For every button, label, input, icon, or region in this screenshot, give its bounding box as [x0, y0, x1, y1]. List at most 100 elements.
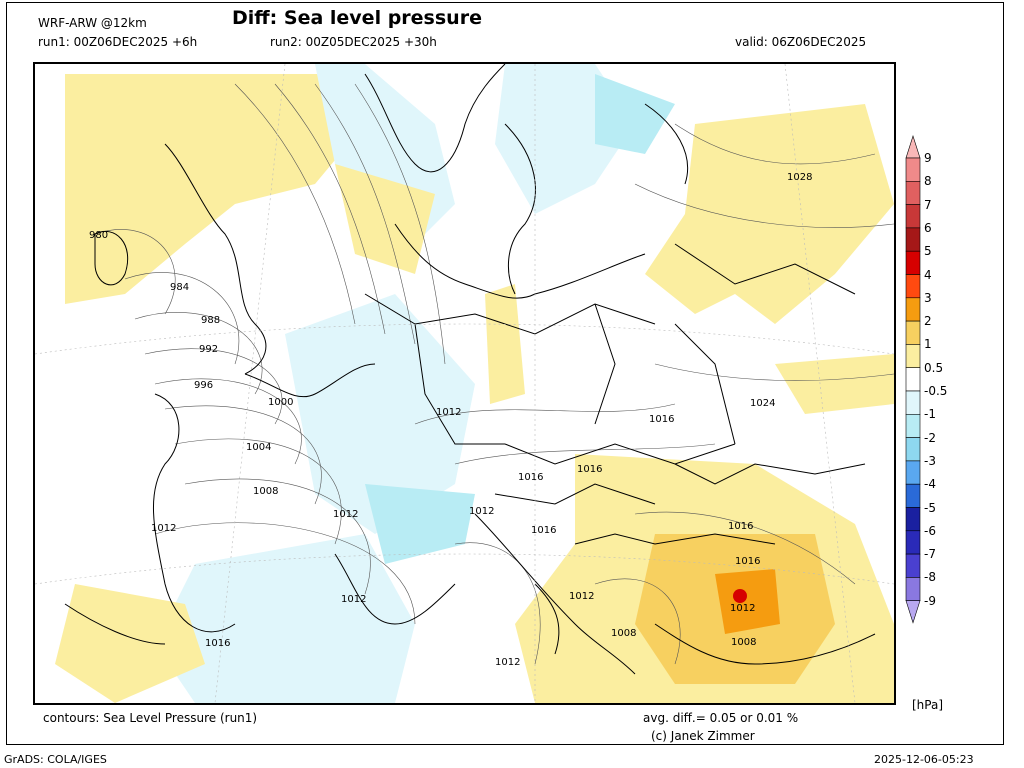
- isobar-line: [414, 403, 676, 425]
- isobar-labels: 980 984 988 992 996 1000 1004 1008 1012 …: [89, 172, 812, 668]
- plot-frame: [6, 2, 1004, 745]
- positive-diff-area: [55, 584, 205, 703]
- isobar-line: [274, 83, 386, 335]
- isobar-label: 1004: [246, 442, 271, 453]
- positive-diff-area: [715, 569, 780, 634]
- isobar-label: 1024: [750, 398, 775, 409]
- coastline: [534, 583, 560, 655]
- coastline: [64, 603, 166, 645]
- map-canvas: 980 984 988 992 996 1000 1004 1008 1012 …: [35, 64, 894, 703]
- negative-diff-area: [155, 534, 415, 703]
- coastline: [394, 223, 646, 299]
- negative-diff-area: [595, 74, 675, 154]
- coastline: [244, 363, 376, 398]
- border: [574, 533, 776, 545]
- isobar-label: 1012: [341, 594, 366, 605]
- coastlines: [64, 64, 876, 675]
- border: [674, 323, 736, 445]
- isobar-label: 1008: [731, 637, 756, 648]
- negative-diff-area: [365, 484, 475, 564]
- colorbar-swatch: [905, 460, 921, 485]
- isobar-line: [314, 83, 416, 345]
- isobar-label: 1012: [151, 523, 176, 534]
- isobar-label: 1008: [611, 628, 636, 639]
- border: [414, 323, 505, 445]
- grads-label: GrADS: COLA/IGES: [4, 753, 107, 766]
- isobar-line: [594, 578, 681, 665]
- isobar-line: [674, 123, 876, 165]
- isobar-label: 1008: [253, 486, 278, 497]
- isobar-line: [174, 438, 342, 545]
- border: [504, 443, 736, 465]
- run1-label: run1: 00Z06DEC2025 +6h: [38, 35, 198, 49]
- colorbar-tick-label: 6: [924, 220, 932, 235]
- border: [674, 243, 856, 295]
- colorbar-swatch: [905, 577, 921, 601]
- colorbar-swatch: [905, 204, 921, 229]
- colorbar-swatch: [905, 483, 921, 508]
- isobar-label: 980: [89, 230, 108, 241]
- isobar-label: 1016: [728, 521, 753, 532]
- model-label: WRF-ARW @12km: [38, 16, 147, 30]
- colorbar-swatch: [905, 367, 921, 392]
- colorbar-swatch: [905, 413, 921, 438]
- positive-diff-area: [335, 164, 435, 274]
- colorbar-tick-label: -4: [924, 477, 936, 492]
- colorbar-swatch: [905, 320, 921, 345]
- colorbar-swatch: [905, 507, 921, 532]
- isobar-label: 992: [199, 344, 218, 355]
- isobar-label: 1016: [577, 464, 602, 475]
- colorbar-tick-label: 9: [924, 151, 932, 165]
- colorbar: [905, 135, 921, 624]
- isobar-line: [144, 348, 283, 425]
- positive-diff-area: [645, 104, 894, 324]
- isobar-label: 1012: [569, 591, 594, 602]
- run2-label: run2: 00Z05DEC2025 +30h: [270, 35, 437, 49]
- colorbar-swatch: [905, 344, 921, 368]
- colorbar-swatch: [905, 227, 921, 252]
- colorbar-swatch: [905, 390, 921, 415]
- colorbar-tick-label: 4: [924, 267, 932, 282]
- isobar-label: 988: [201, 315, 220, 326]
- border: [494, 483, 656, 505]
- colorbar-arrow-top: [905, 135, 921, 159]
- negative-diff-area: [285, 294, 475, 534]
- isobar-label: 1012: [436, 407, 461, 418]
- positive-diff-area: [485, 284, 525, 404]
- colorbar-tick-label: 7: [924, 197, 932, 212]
- isobar-label: 1028: [787, 172, 812, 183]
- colorbar-swatch: [905, 250, 921, 275]
- colorbar-swatch: [905, 274, 921, 299]
- chart-title: Diff: Sea level pressure: [232, 7, 482, 29]
- colorbar-arrow-bottom: [905, 600, 921, 624]
- isobar-line: [184, 478, 371, 595]
- colorbar-tick-label: -8: [924, 570, 936, 585]
- coastline: [474, 513, 636, 675]
- colorbar-swatch: [905, 297, 921, 322]
- colorbar-tick-label: 5: [924, 244, 932, 259]
- peak-diff-area: [733, 589, 747, 603]
- isobar-label: 1000: [268, 397, 293, 408]
- colorbar-tick-label: -7: [924, 547, 936, 562]
- isobar-label: 1012: [469, 506, 494, 517]
- isobar-label: 1016: [649, 414, 674, 425]
- colorbar-tick-label: -5: [924, 500, 936, 515]
- colorbar-tick-label: 0.5: [924, 360, 944, 375]
- colorbar-tick-label: -1: [924, 407, 936, 422]
- isobar-line: [634, 511, 856, 585]
- isobar-label: 1016: [531, 525, 556, 536]
- contours-label: contours: Sea Level Pressure (run1): [43, 711, 258, 725]
- colorbar-tick-label: -9: [924, 593, 936, 608]
- colorbar-swatch: [905, 157, 921, 182]
- isobar-line: [634, 183, 894, 228]
- positive-diff-area: [775, 354, 894, 414]
- positive-diff-area: [65, 74, 365, 304]
- colorbar-tick-label: 3: [924, 290, 932, 305]
- colorbar-tick-label: -0.5: [924, 384, 948, 398]
- isobar-label: 1012: [333, 509, 358, 520]
- border: [674, 463, 866, 485]
- isobar-line: [234, 83, 356, 325]
- coastline: [504, 123, 536, 295]
- isobar-line: [94, 229, 176, 315]
- isobar-label: 984: [170, 282, 189, 293]
